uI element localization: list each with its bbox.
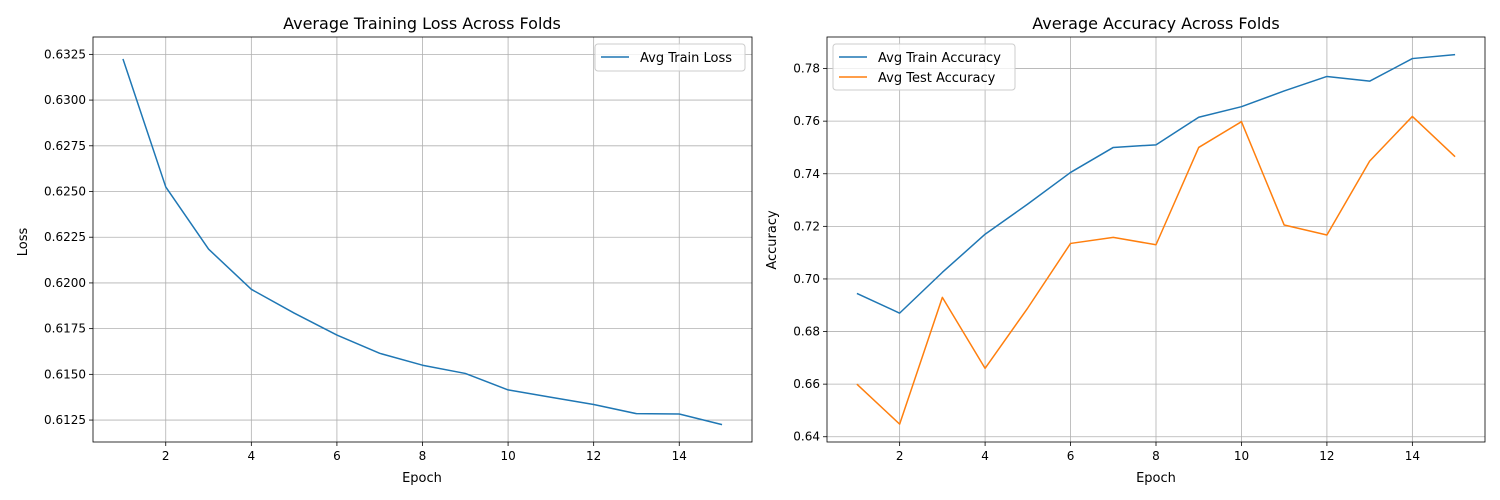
accuracy-chart-ytick-label-4: 0.72	[793, 219, 820, 233]
loss-chart-ytick-label-4: 0.6225	[44, 230, 86, 244]
loss-chart-xtick-label-3: 8	[419, 449, 427, 463]
loss-chart-axes-frame	[92, 36, 753, 443]
loss-chart-ytick-label-5: 0.6250	[44, 185, 86, 199]
accuracy-chart-xlabel: Epoch	[1136, 471, 1176, 486]
accuracy-chart-series	[856, 53, 1456, 425]
loss-chart-ytick-label-3: 0.6200	[44, 276, 86, 290]
loss-chart-xtick-label-0: 2	[162, 449, 170, 463]
accuracy-chart-series-line-0	[856, 53, 1456, 314]
accuracy-chart-legend-label-1: Avg Test Accuracy	[878, 71, 996, 86]
accuracy-chart-xtick-label-4: 10	[1234, 449, 1249, 463]
loss-chart-title: Average Training Loss Across Folds	[283, 14, 561, 33]
loss-chart-ylabel: Loss	[16, 228, 31, 257]
loss-chart-xtick-label-4: 10	[500, 449, 515, 463]
accuracy-chart-ytick-label-7: 0.78	[793, 62, 820, 76]
loss-chart-xtick-label-2: 6	[333, 449, 341, 463]
loss-chart-xtick-label-6: 14	[672, 449, 687, 463]
accuracy-chart-axes-frame	[826, 36, 1486, 443]
accuracy-chart-series-line-1	[856, 115, 1456, 425]
accuracy-chart-legend-box	[832, 43, 1016, 91]
accuracy-chart-xtick-label-1: 4	[981, 449, 989, 463]
loss-chart-ytick-label-7: 0.6300	[44, 93, 86, 107]
accuracy-chart-legend: Avg Train Accuracy Avg Test Accuracy	[832, 43, 1016, 91]
loss-chart-ticks: 2 4 6 8 10 12 14 0.6125 0.6150 0.6175 0.6200 0.6225…	[44, 47, 687, 463]
accuracy-chart-legend-label-0: Avg Train Accuracy	[878, 51, 1001, 66]
loss-chart-xtick-label-5: 12	[586, 449, 601, 463]
accuracy-chart-grid	[827, 37, 1485, 442]
loss-chart-ytick-label-1: 0.6150	[44, 367, 86, 381]
accuracy-chart-xtick-label-3: 8	[1152, 449, 1160, 463]
accuracy-chart-ticks: 2 4 6 8 10 12 14 0.64 0.66 0.68 0.70 0.72 0.74 0.76 0.…	[793, 62, 1420, 463]
loss-chart-ytick-label-0: 0.6125	[44, 413, 86, 427]
loss-chart-ytick-label-2: 0.6175	[44, 322, 86, 336]
loss-chart-ytick-label-8: 0.6325	[44, 47, 86, 61]
accuracy-chart: Average Accuracy Across Folds Epoch Accu…	[765, 14, 1486, 486]
loss-chart-legend-label-0: Avg Train Loss	[640, 51, 732, 66]
loss-chart-legend-box	[594, 43, 746, 72]
accuracy-chart-ytick-label-5: 0.74	[793, 167, 820, 181]
loss-chart-grid	[93, 37, 752, 442]
accuracy-chart-ylabel: Accuracy	[765, 210, 780, 270]
accuracy-chart-xtick-label-0: 2	[896, 449, 904, 463]
accuracy-chart-xtick-label-6: 14	[1405, 449, 1420, 463]
loss-chart-legend: Avg Train Loss	[594, 43, 746, 72]
accuracy-chart-ytick-label-0: 0.64	[793, 430, 820, 444]
accuracy-chart-ytick-label-1: 0.66	[793, 377, 820, 391]
loss-chart-xlabel: Epoch	[402, 471, 442, 486]
loss-chart-xtick-label-1: 4	[248, 449, 256, 463]
loss-chart-series-line-0	[122, 58, 723, 426]
accuracy-chart-ytick-label-2: 0.68	[793, 325, 820, 339]
accuracy-chart-title: Average Accuracy Across Folds	[1032, 14, 1280, 33]
accuracy-chart-xtick-label-2: 6	[1067, 449, 1075, 463]
loss-chart: Average Training Loss Across Folds Epoch…	[16, 14, 753, 486]
accuracy-chart-ytick-label-6: 0.76	[793, 114, 820, 128]
loss-chart-series	[122, 58, 723, 426]
accuracy-chart-ytick-label-3: 0.70	[793, 272, 820, 286]
accuracy-chart-xtick-label-5: 12	[1319, 449, 1334, 463]
loss-chart-ytick-label-6: 0.6275	[44, 139, 86, 153]
